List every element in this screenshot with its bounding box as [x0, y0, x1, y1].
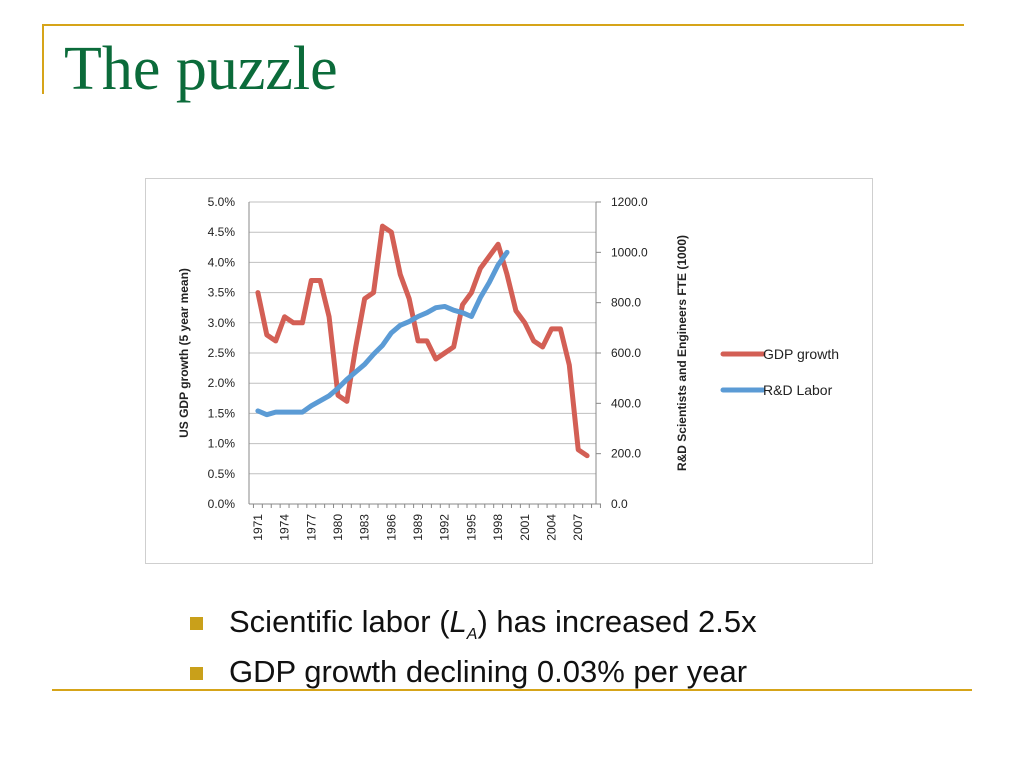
x-tick-label: 1977: [304, 514, 318, 541]
top-accent-rule: [42, 24, 964, 26]
y2-tick-label: 800.0: [611, 296, 641, 310]
y2-tick-label: 1000.0: [611, 245, 648, 259]
x-tick-label: 1995: [464, 514, 478, 541]
bullet-text: GDP growth declining 0.03% per year: [229, 654, 748, 689]
bullet-marker: [190, 617, 203, 630]
x-tick-label: 1998: [491, 514, 505, 541]
y2-tick-label: 0.0: [611, 497, 628, 511]
y-tick-label: 2.5%: [208, 346, 236, 360]
gdp-rd-chart: 0.0% 0.5% 1.0% 1.5% 2.0% 2.5% 3.0% 3.5% 4.0% 4.5%…: [177, 195, 839, 541]
slide-title: The puzzle: [64, 35, 338, 103]
y-tick-label: 3.0%: [208, 316, 236, 330]
y-tick-label: 4.5%: [208, 225, 236, 239]
y2-tick-label: 1200.0: [611, 195, 648, 209]
y-tick-label: 0.5%: [208, 467, 236, 481]
x-tick-label: 1992: [438, 514, 452, 541]
x-tick-label: 1974: [278, 514, 292, 541]
bottom-accent-rule: [52, 689, 972, 691]
rd-labor-line: [255, 249, 510, 418]
x-tick-label: 2007: [571, 514, 585, 541]
x-tick-label: 1983: [358, 514, 372, 541]
bullet-marker: [190, 667, 203, 680]
x-tick-label: 1971: [251, 514, 265, 541]
left-accent-rule: [42, 24, 44, 94]
y2-tick-label: 600.0: [611, 346, 641, 360]
y-tick-label: 1.5%: [208, 406, 236, 420]
x-tick-label: 2001: [518, 514, 532, 541]
bullet-text: Scientific labor (LA) has increased 2.5x: [229, 604, 757, 644]
y2-tick-label: 400.0: [611, 396, 641, 410]
y-tick-label: 2.0%: [208, 376, 236, 390]
y-axis-title: US GDP growth (5 year mean): [177, 268, 191, 438]
gdp-growth-line: [255, 223, 590, 459]
x-tick-label: 1986: [384, 514, 398, 541]
y-tick-label: 4.0%: [208, 255, 236, 269]
legend-rd-label: R&D Labor: [763, 382, 833, 398]
chart-frame: 0.0% 0.5% 1.0% 1.5% 2.0% 2.5% 3.0% 3.5% 4.0% 4.5%…: [145, 178, 873, 564]
x-tick-label: 1989: [411, 514, 425, 541]
x-tick-label: 2004: [545, 514, 559, 541]
legend-gdp-label: GDP growth: [763, 346, 839, 362]
y2-tick-label: 200.0: [611, 447, 641, 461]
y2-axis-title: R&D Scientists and Engineers FTE (1000): [675, 235, 689, 471]
y-tick-label: 1.0%: [208, 437, 236, 451]
y-tick-label: 5.0%: [208, 195, 236, 209]
y-tick-label: 0.0%: [208, 497, 236, 511]
x-tick-label: 1980: [331, 514, 345, 541]
y-tick-label: 3.5%: [208, 286, 236, 300]
